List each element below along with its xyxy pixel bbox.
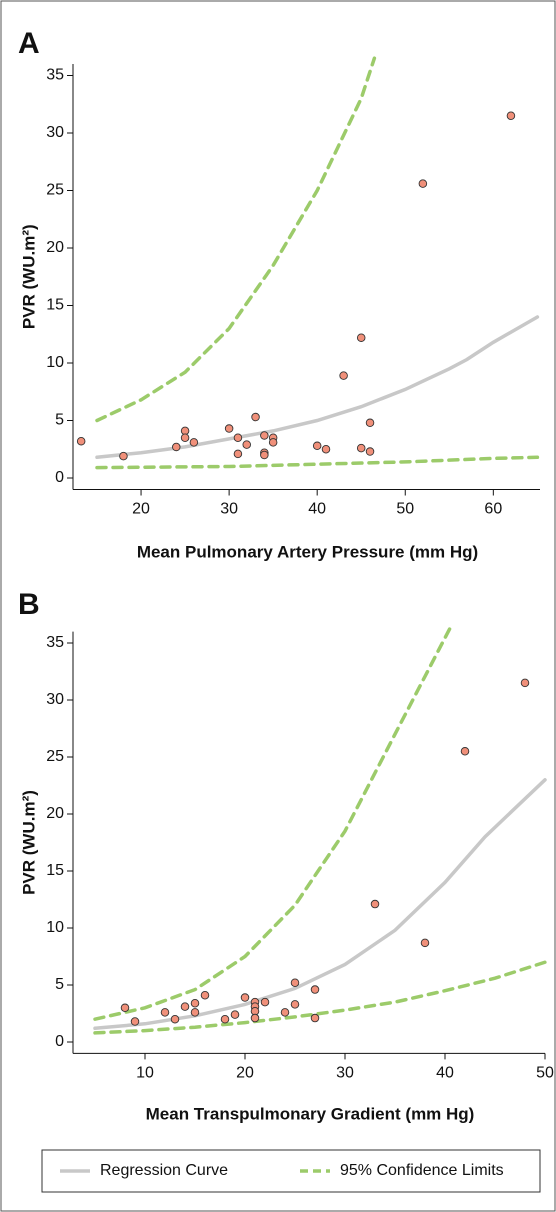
y-tick-label: 35: [46, 634, 64, 651]
y-tick-label: 20: [46, 239, 64, 256]
panel-label: B: [18, 588, 40, 621]
confidence-line: [93, 626, 452, 1021]
confidence-line: [93, 960, 547, 1035]
data-point: [242, 440, 251, 449]
data-point: [189, 438, 199, 447]
y-tick-label: 0: [55, 469, 64, 486]
x-tick-label: 40: [436, 1065, 454, 1082]
legend-box: [41, 1149, 541, 1193]
x-axis-title: Mean Transpulmonary Gradient (mm Hg): [146, 1104, 475, 1123]
y-tick-label: 5: [55, 412, 64, 429]
panel-label: A: [18, 27, 40, 60]
y-tick-label: 20: [46, 805, 64, 822]
data-point: [365, 447, 375, 456]
y-tick-label: 5: [55, 976, 64, 993]
data-point: [310, 985, 320, 994]
data-point: [370, 899, 380, 909]
x-tick-label: 30: [220, 501, 238, 518]
data-point: [356, 333, 366, 342]
data-point: [312, 441, 322, 451]
y-tick-label: 10: [46, 354, 64, 371]
data-point: [321, 445, 331, 454]
x-tick-label: 20: [236, 1065, 254, 1082]
data-point: [339, 371, 348, 380]
data-point: [290, 978, 300, 987]
data-point: [250, 1013, 260, 1023]
data-point: [119, 451, 128, 461]
x-tick-label: 60: [484, 501, 502, 518]
data-point: [230, 1010, 240, 1019]
data-point: [260, 997, 270, 1007]
data-point: [506, 111, 516, 120]
y-tick-label: 25: [46, 748, 64, 765]
confidence-line: [95, 56, 377, 423]
x-tick-label: 30: [336, 1065, 354, 1082]
y-tick-label: 15: [46, 297, 64, 314]
x-tick-label: 20: [132, 501, 150, 518]
x-axis-title: Mean Pulmonary Artery Pressure (mm Hg): [137, 542, 478, 561]
data-point: [130, 1017, 140, 1026]
y-tick-label: 10: [46, 919, 64, 936]
data-point: [280, 1008, 290, 1017]
data-point: [356, 443, 366, 453]
data-point: [520, 678, 530, 688]
data-point: [260, 450, 269, 460]
data-point: [170, 1014, 180, 1024]
data-point: [190, 998, 200, 1008]
data-point: [260, 431, 269, 440]
data-point: [180, 1002, 190, 1011]
data-point: [418, 179, 428, 188]
legend-label: 95% Confidence Limits: [340, 1162, 504, 1179]
data-point: [190, 1008, 200, 1017]
data-point: [240, 993, 250, 1002]
data-point: [76, 436, 86, 446]
y-tick-label: 15: [46, 862, 64, 879]
x-tick-label: 10: [136, 1065, 154, 1082]
y-axis-title: PVR (WU.m²): [19, 790, 38, 895]
data-point: [160, 1008, 170, 1017]
legend-label: Regression Curve: [100, 1162, 228, 1179]
y-tick-label: 30: [46, 691, 64, 708]
data-point: [200, 991, 210, 1000]
y-tick-label: 25: [46, 182, 64, 199]
y-tick-label: 30: [46, 124, 64, 141]
regression-line: [93, 778, 547, 1031]
data-point: [224, 424, 234, 433]
data-point: [120, 1003, 130, 1013]
data-point: [268, 438, 278, 447]
data-point: [233, 433, 243, 443]
data-point: [420, 938, 430, 948]
data-point: [233, 449, 243, 459]
y-tick-label: 0: [55, 1033, 64, 1050]
data-point: [220, 1014, 230, 1024]
data-point: [172, 442, 181, 452]
data-point: [460, 747, 470, 756]
confidence-line: [95, 455, 540, 470]
x-tick-label: 50: [536, 1065, 554, 1082]
data-point: [180, 433, 190, 443]
data-point: [365, 418, 375, 428]
x-tick-label: 40: [308, 501, 326, 518]
data-point: [290, 1000, 300, 1009]
data-point: [251, 412, 260, 422]
data-point: [310, 1013, 320, 1023]
y-tick-label: 35: [46, 67, 64, 84]
x-tick-label: 50: [396, 501, 414, 518]
y-axis-title: PVR (WU.m²): [19, 224, 38, 329]
